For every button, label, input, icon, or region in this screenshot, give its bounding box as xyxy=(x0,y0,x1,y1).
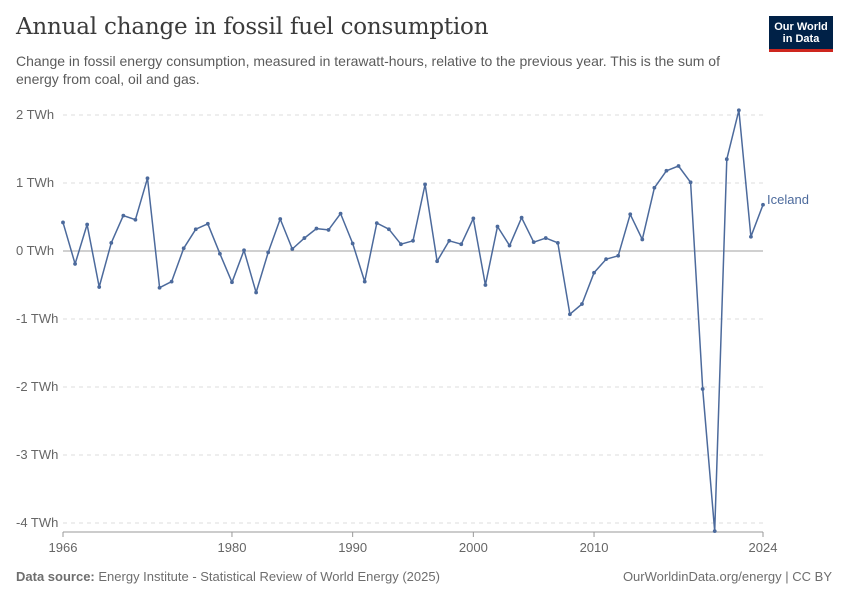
y-tick-label: 2 TWh xyxy=(16,107,54,122)
data-point[interactable] xyxy=(217,251,222,256)
data-point[interactable] xyxy=(386,227,391,232)
y-tick-label: -3 TWh xyxy=(16,447,58,462)
x-tick-label: 1966 xyxy=(49,540,78,555)
data-point[interactable] xyxy=(580,302,584,306)
chart-title: Annual change in fossil fuel consumption xyxy=(16,14,489,40)
data-point[interactable] xyxy=(326,228,331,232)
y-tick-label: 0 TWh xyxy=(16,243,54,258)
data-point[interactable] xyxy=(338,211,343,216)
data-point[interactable] xyxy=(314,226,319,231)
logo-line-1: Our World xyxy=(774,21,828,33)
data-point[interactable] xyxy=(302,236,307,240)
y-tick-label: -1 TWh xyxy=(16,311,58,326)
data-point[interactable] xyxy=(640,237,645,242)
data-point[interactable] xyxy=(85,222,90,227)
data-point[interactable] xyxy=(109,240,114,245)
data-point[interactable] xyxy=(290,247,295,251)
data-point[interactable] xyxy=(374,221,379,226)
data-point[interactable] xyxy=(567,312,572,317)
data-source-text[interactable]: Energy Institute - Statistical Review of… xyxy=(98,569,440,584)
y-tick-label: -2 TWh xyxy=(16,379,58,394)
data-point[interactable] xyxy=(350,241,355,246)
data-point[interactable] xyxy=(169,279,174,284)
chart-subtitle: Change in fossil energy consumption, mea… xyxy=(16,53,720,87)
data-point[interactable] xyxy=(205,221,210,226)
data-point[interactable] xyxy=(133,217,138,222)
series-label: Iceland xyxy=(767,192,809,207)
data-point[interactable] xyxy=(254,290,259,295)
series-line[interactable] xyxy=(62,109,764,532)
x-tick-label: 2010 xyxy=(580,540,609,555)
x-tick-label: 1990 xyxy=(338,540,367,555)
data-point[interactable] xyxy=(761,202,765,207)
owid-logo[interactable]: Our World in Data xyxy=(769,16,833,52)
y-tick-label: 1 TWh xyxy=(16,175,54,190)
x-tick-label: 1980 xyxy=(218,540,247,555)
data-point[interactable] xyxy=(543,236,548,240)
data-point[interactable] xyxy=(230,280,234,285)
data-point[interactable] xyxy=(157,285,162,290)
data-point[interactable] xyxy=(507,243,512,248)
data-point[interactable] xyxy=(652,185,657,190)
data-point[interactable] xyxy=(628,212,633,217)
data-point[interactable] xyxy=(531,240,536,245)
data-point[interactable] xyxy=(736,108,741,113)
data-point[interactable] xyxy=(399,242,403,247)
data-point[interactable] xyxy=(483,283,488,287)
data-point[interactable] xyxy=(278,217,283,221)
data-point[interactable] xyxy=(495,224,500,229)
data-point[interactable] xyxy=(61,220,65,225)
data-point[interactable] xyxy=(459,242,464,247)
series-layer: Iceland xyxy=(61,108,809,534)
footer-credit[interactable]: OurWorldinData.org/energy | CC BY xyxy=(622,569,832,584)
data-point[interactable] xyxy=(266,250,271,255)
data-point[interactable] xyxy=(145,176,150,181)
data-point[interactable] xyxy=(447,238,452,243)
data-point[interactable] xyxy=(423,182,427,187)
x-axis: 1966 1980 1990 2000 2010 2024 xyxy=(49,531,778,555)
data-point[interactable] xyxy=(712,529,717,534)
data-source: Data source: Energy Institute - Statisti… xyxy=(16,569,440,584)
y-axis-tick-labels: 2 TWh 1 TWh 0 TWh -1 TWh -2 TWh -3 TWh -4 TWh xyxy=(16,107,58,530)
data-point[interactable] xyxy=(97,285,102,289)
data-point[interactable] xyxy=(411,238,415,243)
data-point[interactable] xyxy=(435,259,440,264)
data-source-label: Data source: xyxy=(16,569,95,584)
x-tick-label: 2000 xyxy=(459,540,488,555)
data-point[interactable] xyxy=(592,270,596,275)
data-point[interactable] xyxy=(471,216,476,221)
data-point[interactable] xyxy=(193,227,198,232)
data-point[interactable] xyxy=(676,164,681,168)
logo-line-2: in Data xyxy=(782,33,820,45)
data-point[interactable] xyxy=(664,168,669,173)
data-point[interactable] xyxy=(724,157,729,162)
x-tick-label: 2024 xyxy=(749,540,778,555)
data-point[interactable] xyxy=(604,257,609,262)
data-point[interactable] xyxy=(181,246,186,251)
data-point[interactable] xyxy=(242,248,246,253)
y-tick-label: -4 TWh xyxy=(16,515,58,530)
data-point[interactable] xyxy=(749,234,753,239)
data-point[interactable] xyxy=(73,262,77,266)
data-point[interactable] xyxy=(555,240,560,245)
data-point[interactable] xyxy=(362,279,367,284)
data-point[interactable] xyxy=(121,213,126,218)
grid-lines xyxy=(63,114,763,524)
data-point[interactable] xyxy=(519,215,524,220)
data-point[interactable] xyxy=(616,253,621,258)
data-point[interactable] xyxy=(688,180,693,185)
data-point[interactable] xyxy=(700,387,705,391)
